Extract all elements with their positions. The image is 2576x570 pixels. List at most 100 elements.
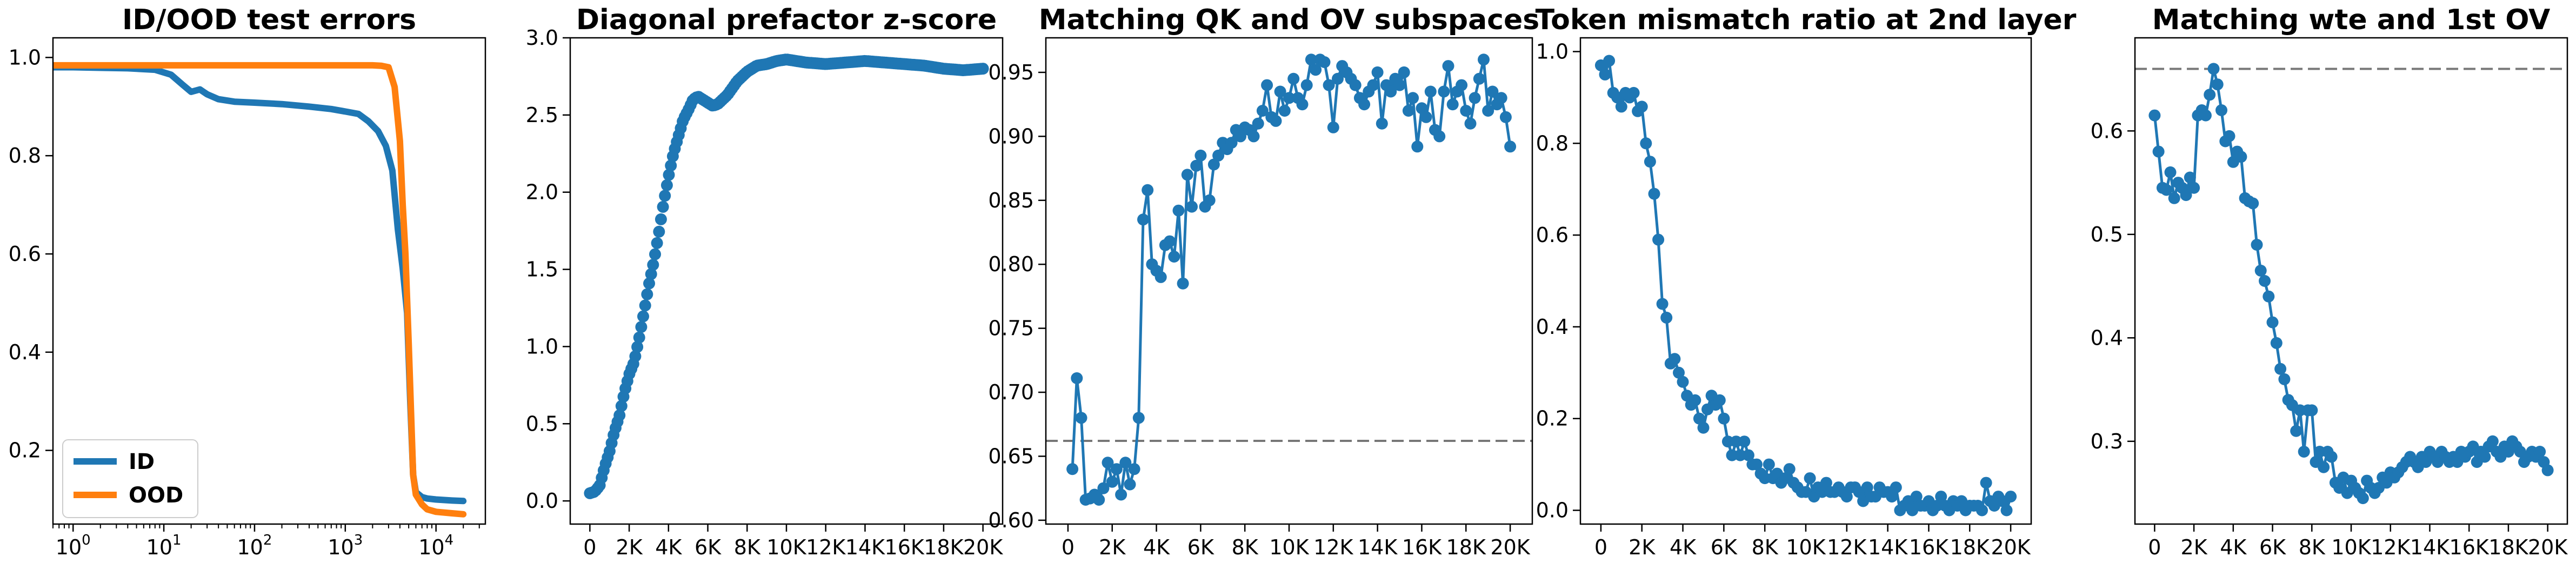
data-point <box>1420 111 1432 123</box>
data-point <box>2479 451 2491 463</box>
data-point <box>977 63 989 75</box>
data-point <box>2266 316 2279 328</box>
data-point <box>2534 446 2546 458</box>
data-point <box>1469 92 1481 104</box>
data-point <box>2254 264 2267 277</box>
data-point <box>2270 337 2283 349</box>
x-tick-label: 2K <box>2181 535 2208 559</box>
data-point <box>1172 204 1185 217</box>
x-tick-label: 20K <box>963 535 1003 559</box>
data-point <box>1310 64 1322 76</box>
y-tick-label: 1.0 <box>9 45 41 69</box>
data-point <box>1763 458 1775 471</box>
data-point <box>1721 435 1734 448</box>
data-point <box>1640 137 1652 150</box>
data-point <box>631 341 644 353</box>
x-tick-label: 12K <box>2371 535 2411 559</box>
y-tick-label: 1.0 <box>526 334 558 358</box>
legend-label: ID <box>129 450 155 474</box>
data-point <box>1713 394 1726 406</box>
data-point <box>1376 117 1388 130</box>
data-point <box>2005 491 2017 503</box>
data-point <box>1677 375 1689 388</box>
data-point <box>1252 117 1264 130</box>
data-point <box>1168 251 1180 263</box>
x-tick-label: 14K <box>845 535 885 559</box>
data-point <box>1460 105 1472 117</box>
x-tick-label: 10K <box>766 535 806 559</box>
x-tick-label: 10K <box>2331 535 2371 559</box>
data-point <box>2318 461 2330 473</box>
x-tick-label: 18K <box>1446 535 1486 559</box>
data-point <box>641 288 653 300</box>
data-point <box>2211 78 2224 91</box>
data-point <box>1305 53 1317 66</box>
data-point <box>1207 158 1220 171</box>
data-point <box>2259 275 2271 287</box>
data-point <box>1119 457 1132 469</box>
data-point <box>2357 492 2369 505</box>
data-point <box>1385 85 1397 98</box>
y-tick-label: 0.8 <box>1536 131 1569 155</box>
data-point <box>2306 404 2318 417</box>
x-tick-label: 14K <box>1358 535 1398 559</box>
data-point <box>1181 169 1193 181</box>
data-point <box>1124 478 1136 491</box>
data-point <box>1980 477 1992 489</box>
data-point <box>2541 464 2554 477</box>
data-point <box>615 400 628 412</box>
data-point <box>1367 79 1379 91</box>
series-line-1 <box>1071 58 1512 501</box>
data-point <box>2251 239 2263 251</box>
plot-area <box>53 62 467 518</box>
data-point <box>2215 104 2227 116</box>
data-point <box>1693 412 1705 425</box>
y-tick-label: 0.75 <box>988 317 1034 340</box>
data-point <box>2223 130 2235 142</box>
data-point <box>1256 105 1269 117</box>
data-point <box>1615 100 1627 113</box>
data-point <box>1652 233 1665 246</box>
x-tick-label: 6K <box>1711 535 1738 559</box>
data-point <box>1433 130 1446 143</box>
x-tick-label: 4K <box>1670 535 1697 559</box>
x-tick-label: 18K <box>924 535 964 559</box>
data-point <box>649 248 661 260</box>
data-point <box>637 310 649 323</box>
data-point <box>1759 472 1771 485</box>
data-point <box>2168 192 2180 204</box>
data-point <box>1075 412 1087 424</box>
data-point <box>639 299 651 312</box>
chart-panel-5: Matching wte and 1st OV 0 2K 4K 6K 8K 10K 12K 14… <box>2091 4 2568 559</box>
x-tick-label: 4K <box>655 535 682 559</box>
x-tick-label: 100 <box>56 532 91 559</box>
data-point <box>1478 53 1490 66</box>
data-point <box>1300 79 1313 91</box>
data-point <box>1446 98 1459 111</box>
x-tick-label: 2K <box>1629 535 1656 559</box>
data-point <box>1730 435 1743 448</box>
data-point <box>1840 491 1853 503</box>
data-point <box>1296 98 1309 111</box>
x-tick-label: 0 <box>2148 535 2161 559</box>
x-tick-label: 14K <box>1868 535 1908 559</box>
data-point <box>1935 491 1947 503</box>
data-point <box>1648 187 1660 200</box>
data-point <box>1660 311 1673 324</box>
data-point <box>1910 491 1923 503</box>
data-point <box>1486 85 1499 98</box>
data-point <box>2184 171 2196 184</box>
data-point <box>1093 494 1105 506</box>
data-point <box>1371 66 1384 78</box>
y-tick-label: 1.5 <box>526 258 558 281</box>
y-tick-label: 0.3 <box>2091 430 2123 453</box>
data-point <box>1402 105 1414 117</box>
data-point <box>2298 446 2310 458</box>
data-point <box>1697 421 1710 434</box>
y-tick-label: 2.5 <box>526 103 558 127</box>
data-point <box>2247 197 2259 210</box>
data-point <box>653 225 665 238</box>
data-point <box>1102 457 1114 469</box>
x-tick-label: 18K <box>1950 535 1990 559</box>
data-point <box>1115 488 1127 501</box>
